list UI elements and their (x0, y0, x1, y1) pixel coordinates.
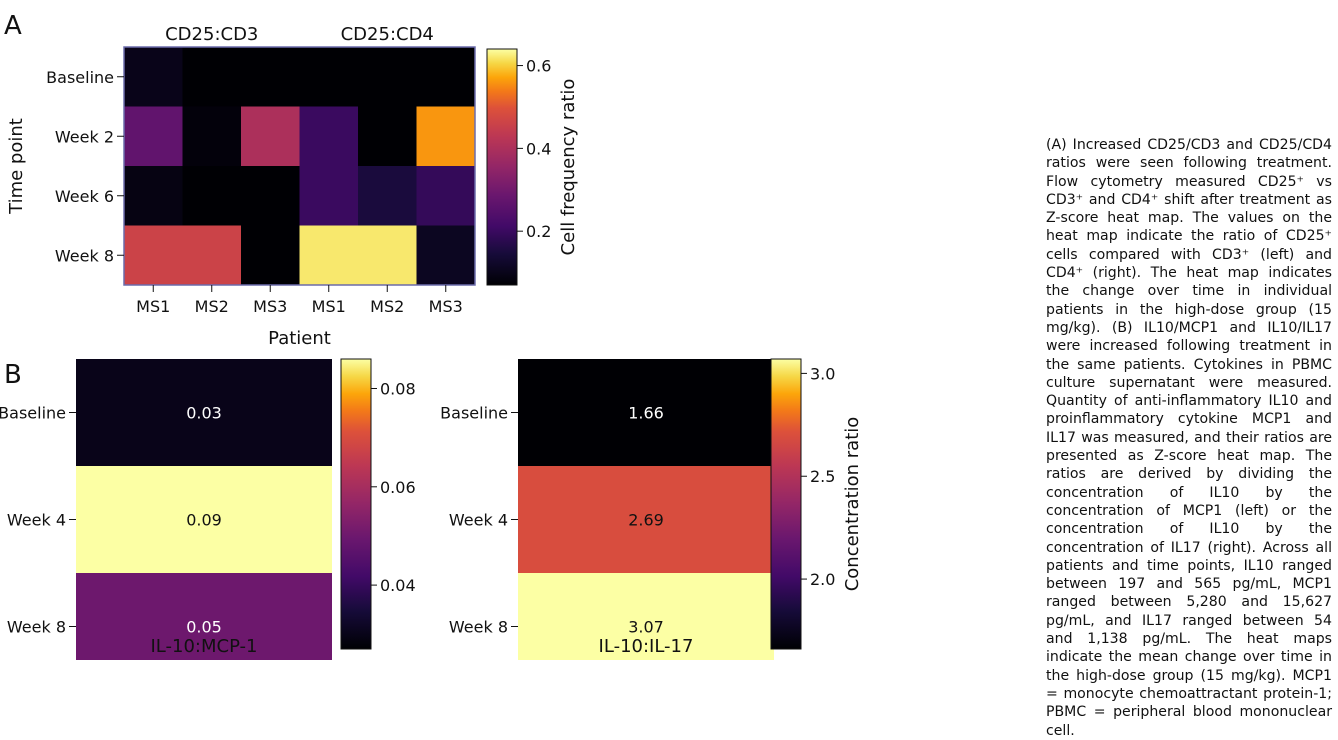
panel-a-label: A (4, 11, 22, 41)
colorbar-tick-label: 3.0 (810, 364, 835, 383)
column-group-label: CD25:CD4 (341, 24, 434, 45)
y-tick-label: Baseline (0, 404, 66, 423)
cell-value-label: 0.05 (186, 618, 222, 637)
heatmap-cell (299, 106, 359, 167)
y-tick-label: Week 8 (449, 618, 508, 637)
heatmap-cell (182, 106, 242, 167)
heatmap-cell (241, 166, 300, 226)
heatmap-cell (241, 106, 300, 167)
colorbar-tick-label: 0.04 (380, 576, 416, 595)
x-tick-label: MS3 (429, 297, 463, 316)
heatmap-cell (518, 466, 774, 574)
x-tick-label: MS3 (253, 297, 287, 316)
y-tick-label: Week 6 (55, 187, 114, 206)
colorbar-label: Concentration ratio (842, 417, 860, 592)
heatmap-cell (124, 106, 183, 167)
x-axis-label: IL-10:IL-17 (599, 636, 694, 657)
colorbar-tick-label: 2.5 (810, 467, 835, 486)
heatmap-cell (416, 47, 476, 107)
heatmap-cell (299, 166, 359, 226)
cell-value-label: 1.66 (628, 404, 664, 423)
y-tick-label: Baseline (440, 404, 508, 423)
colorbar (486, 48, 518, 286)
colorbar-tick-label: 0.6 (526, 57, 551, 76)
column-group-label: CD25:CD3 (165, 24, 258, 45)
heatmap-cell (358, 47, 417, 107)
y-tick-label: Week 4 (7, 511, 66, 530)
heatmap-cell (76, 466, 332, 574)
colorbar-tick-label: 0.08 (380, 379, 416, 398)
heatmap-cell (416, 166, 476, 226)
y-tick-label: Week 8 (7, 618, 66, 637)
heatmap-cell (416, 225, 476, 286)
heatmap-cell (124, 47, 183, 107)
y-tick-label: Week 2 (55, 127, 114, 146)
heatmap-cell (358, 106, 417, 167)
heatmap-cell (241, 225, 300, 286)
heatmap-cell (416, 106, 476, 167)
heatmap-cell (76, 359, 332, 467)
colorbar-tick-label: 2.0 (810, 570, 835, 589)
heatmap-cell (299, 47, 359, 107)
heatmap-frame (123, 46, 476, 286)
heatmap-cell (182, 166, 242, 226)
heatmap-cell (124, 166, 183, 226)
figure-caption: (A) Increased CD25/CD3 and CD25/CD4 rati… (1046, 137, 1332, 739)
panel-b-label: B (4, 360, 22, 390)
x-axis-label: IL-10:MCP-1 (151, 636, 258, 657)
colorbar-tick-label: 0.2 (526, 222, 551, 241)
heatmap-cell (358, 225, 417, 286)
heatmap-cell (299, 225, 359, 286)
x-tick-label: MS2 (195, 297, 229, 316)
heatmap-cell (182, 225, 242, 286)
cell-value-label: 0.03 (186, 404, 222, 423)
y-tick-label: Week 4 (449, 511, 508, 530)
colorbar-tick-label: 0.06 (380, 478, 416, 497)
y-axis-label: Time point (6, 118, 27, 215)
colorbar (340, 358, 372, 650)
heatmap-cell (358, 166, 417, 226)
panel-b-right-heatmap: 1.66 2.69 3.07 Baseline Week 4 Week 8 IL-10:IL… (440, 358, 863, 687)
colorbar-label: Cell frequency ratio (558, 79, 579, 256)
heatmap-cell (518, 359, 774, 467)
y-tick-label: Baseline (46, 68, 114, 87)
figure: A B Baseline Week 2 Week 6 Week 8 MS1 MS2 MS3 M… (0, 11, 863, 687)
panel-a-heatmap: Baseline Week 2 Week 6 Week 8 MS1 MS2 MS3 MS1 MS… (6, 24, 579, 349)
cell-value-label: 3.07 (628, 618, 664, 637)
colorbar-tick-label: 0.4 (526, 139, 551, 158)
cell-value-label: 0.09 (186, 511, 222, 530)
x-tick-label: MS2 (370, 297, 404, 316)
cell-value-label: 2.69 (628, 511, 664, 530)
panel-b-left-heatmap: 0.03 0.09 0.05 Baseline Week 4 Week 8 IL-10:MC… (0, 358, 416, 687)
x-tick-label: MS1 (136, 297, 170, 316)
heatmap-cell (124, 225, 183, 286)
y-tick-label: Week 8 (55, 246, 114, 265)
x-axis-label: Patient (268, 328, 331, 349)
x-tick-label: MS1 (312, 297, 346, 316)
heatmap-cell (241, 47, 300, 107)
colorbar (770, 358, 802, 650)
heatmap-cell (182, 47, 242, 107)
figure-svg: A B Baseline Week 2 Week 6 Week 8 MS1 MS2 MS3 M… (0, 11, 863, 687)
